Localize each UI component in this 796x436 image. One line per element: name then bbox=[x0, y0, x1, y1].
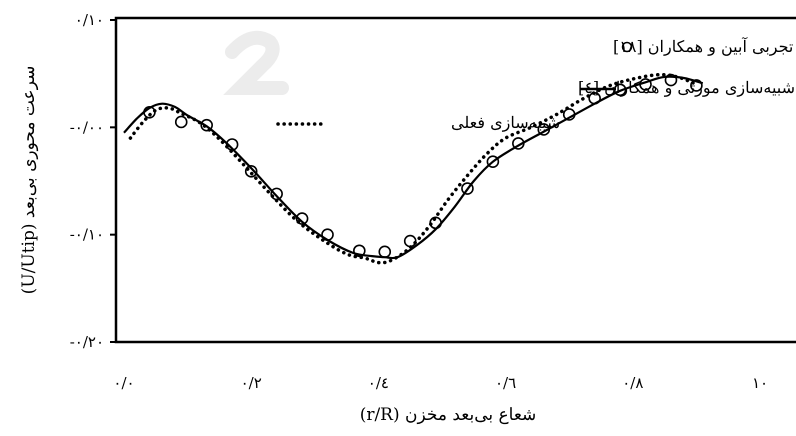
legend-marker-experimental bbox=[621, 41, 633, 53]
legend-label-current: شبیه‌سازی فعلی bbox=[451, 113, 560, 132]
y-tick-label: -۰/۱۰ bbox=[70, 226, 104, 244]
data-point-experimental bbox=[378, 245, 392, 259]
series-line-morti-simulation bbox=[123, 75, 704, 260]
plot-frame bbox=[114, 16, 796, 344]
x-axis-title: شعاع بی‌بعد مخزن (r/R) bbox=[360, 405, 537, 425]
y-tick-label: -۰/۰۰ bbox=[70, 118, 104, 136]
y-axis-ticks: ۰/۱۰ -۰/۰۰ -۰/۱۰ -۰/۲۰ bbox=[70, 11, 116, 351]
x-tick-label: ۱۰ bbox=[752, 374, 768, 392]
x-tick-label: ۰/٦ bbox=[495, 374, 516, 392]
legend: داده‌های تجربی آبین و همکاران [۱۸] شبیه‌… bbox=[276, 36, 796, 132]
series-layer bbox=[123, 72, 704, 265]
x-axis-ticks: ۰/۰ ۰/۲ ۰/٤ ۰/٦ ۰/۸ ۱۰ bbox=[113, 374, 768, 392]
data-point-experimental bbox=[174, 115, 188, 129]
y-axis-title: سرعت محوری بی‌بعد (U/Utip) bbox=[19, 66, 39, 295]
y-tick-label: ۰/۱۰ bbox=[75, 11, 104, 29]
x-tick-label: ۰/۰ bbox=[113, 374, 134, 392]
legend-label-morti: شبیه‌سازی مورتی و همکاران [٤] bbox=[578, 78, 795, 97]
legend-label-experimental: داده‌های تجربی آبین و همکاران [۱۸] bbox=[613, 36, 796, 56]
x-tick-label: ۰/۸ bbox=[622, 374, 643, 392]
watermark bbox=[223, 30, 289, 95]
x-tick-label: ۰/٤ bbox=[368, 374, 389, 392]
x-tick-label: ۰/۲ bbox=[241, 374, 262, 392]
y-tick-label: -۰/۲۰ bbox=[70, 333, 104, 351]
series-line-current-simulation bbox=[128, 72, 699, 265]
data-point-experimental bbox=[403, 234, 417, 248]
